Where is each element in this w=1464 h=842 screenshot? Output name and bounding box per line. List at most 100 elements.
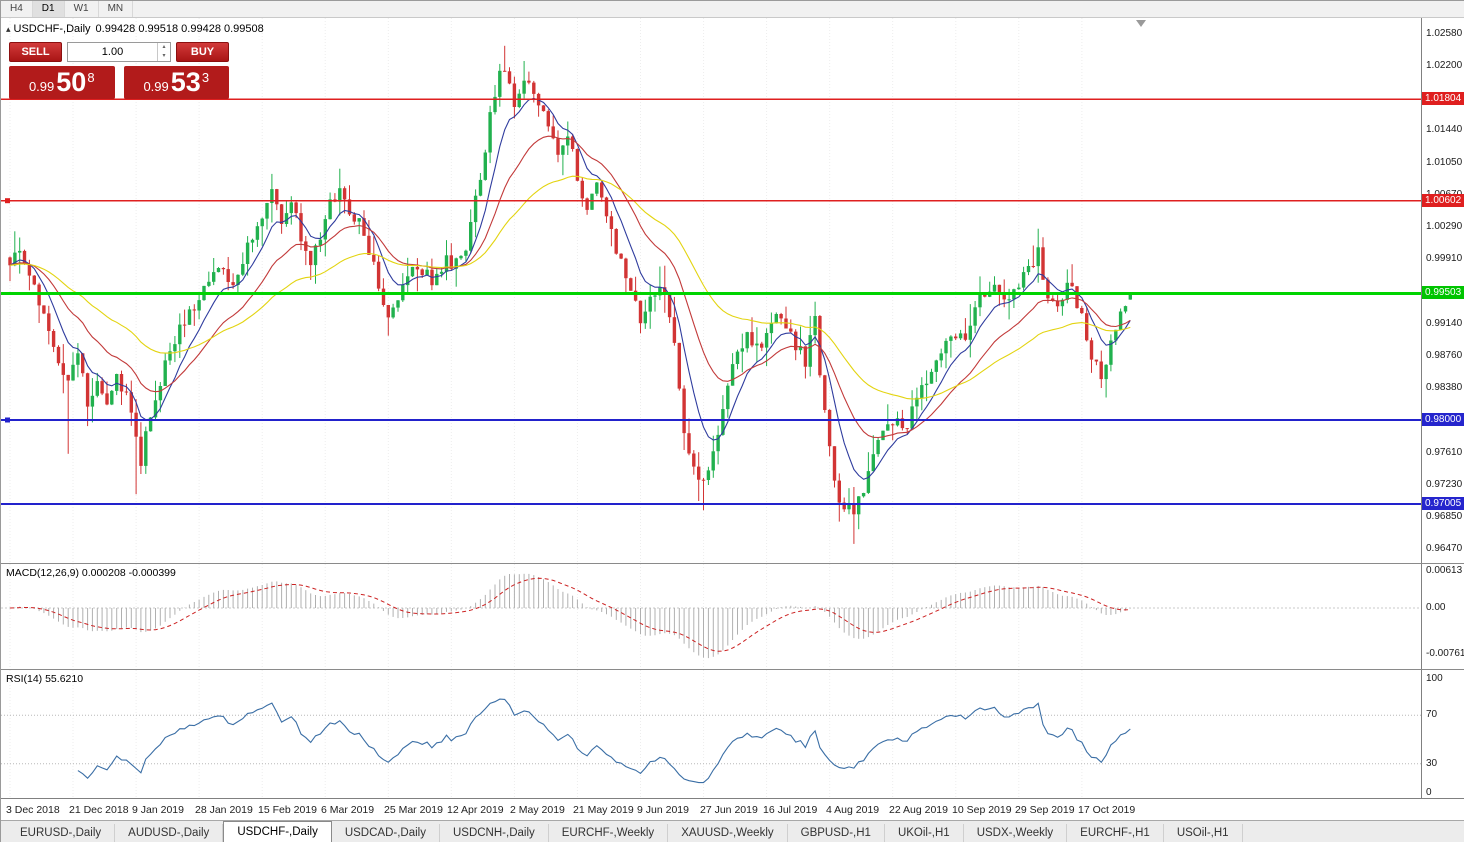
chart-tab-audusd-daily[interactable]: AUDUSD-,Daily <box>115 824 224 842</box>
chart-tab-usoil-h1[interactable]: USOil-,H1 <box>1164 824 1243 842</box>
rsi-tick: 70 <box>1426 709 1438 720</box>
main-price-chart-panel[interactable]: ▴ USDCHF-,Daily 0.99428 0.99518 0.99428 0.… <box>1 18 1464 563</box>
horizontal-levels-layer <box>1 98 1421 505</box>
macd-label: MACD(12,26,9) 0.000208 -0.000399 <box>6 567 176 579</box>
bid-price-big: 50 <box>56 67 87 97</box>
volume-up-icon[interactable]: ▴ <box>162 44 166 50</box>
chart-tab-ukoil-h1[interactable]: UKOil-,H1 <box>885 824 964 842</box>
buy-button[interactable]: BUY <box>176 42 229 62</box>
sell-button[interactable]: SELL <box>9 42 62 62</box>
macd-signal-layer <box>9 577 1131 652</box>
volume-down-icon[interactable]: ▾ <box>162 53 166 59</box>
price-tick: 0.97610 <box>1426 447 1463 458</box>
quote-row: 0.99 50 8 0.99 53 3 <box>9 66 229 99</box>
price-tick: 0.99140 <box>1426 318 1463 329</box>
date-tick: 29 Sep 2019 <box>1015 804 1075 816</box>
price-tick: 1.02200 <box>1426 60 1463 71</box>
date-tick: 10 Sep 2019 <box>952 804 1012 816</box>
rsi-label: RSI(14) 55.6210 <box>6 673 84 685</box>
chart-tab-eurchf-h1[interactable]: EURCHF-,H1 <box>1067 824 1164 842</box>
price-tick: 0.97230 <box>1426 479 1463 490</box>
chart-tab-xauusd-weekly[interactable]: XAUUSD-,Weekly <box>668 824 788 842</box>
date-tick: 27 Jun 2019 <box>700 804 758 816</box>
price-level-badge: 0.98000 <box>1422 413 1464 426</box>
time-axis[interactable]: 3 Dec 2018 21 Dec 2018 9 Jan 2019 28 Jan 20… <box>1 798 1464 820</box>
bid-price-pip: 8 <box>87 70 95 85</box>
collapse-trade-panel-icon[interactable]: ▴ <box>6 24 11 34</box>
timeframe-button-h4[interactable]: H4 <box>1 1 33 17</box>
date-tick: 12 Apr 2019 <box>447 804 504 816</box>
volume-value[interactable]: 1.00 <box>101 46 124 58</box>
trade-buttons-row: SELL 1.00 ▴ ▾ BUY <box>9 42 229 62</box>
chart-tabs-bar: EURUSD-,Daily AUDUSD-,Daily USDCHF-,Daily U… <box>1 820 1464 842</box>
macd-histogram-layer <box>14 573 1131 659</box>
macd-tick: 0.00 <box>1426 602 1446 613</box>
grid-layer <box>1 670 1421 798</box>
rsi-axis: 100 70 30 0 <box>1421 670 1464 798</box>
ask-price-pip: 3 <box>201 70 210 85</box>
date-tick: 16 Jul 2019 <box>763 804 818 816</box>
date-tick: 15 Feb 2019 <box>258 804 317 816</box>
chart-tab-usdcnh-daily[interactable]: USDCNH-,Daily <box>440 824 549 842</box>
macd-tick: -0.00761 <box>1426 648 1464 659</box>
rsi-tick: 100 <box>1426 673 1443 684</box>
price-tick: 0.96850 <box>1426 511 1463 522</box>
timeframe-button-mn[interactable]: MN <box>99 1 134 17</box>
one-click-trading-panel: SELL 1.00 ▴ ▾ BUY 0.99 50 8 0.99 53 3 <box>9 42 229 99</box>
price-tick: 0.98760 <box>1426 350 1463 361</box>
date-tick: 17 Oct 2019 <box>1078 804 1136 816</box>
date-tick: 22 Aug 2019 <box>889 804 948 816</box>
price-tick: 1.01440 <box>1426 124 1463 135</box>
chart-tab-gbpusd-h1[interactable]: GBPUSD-,H1 <box>788 824 885 842</box>
ask-price-box[interactable]: 0.99 53 3 <box>123 66 229 99</box>
date-tick: 25 Mar 2019 <box>384 804 443 816</box>
chart-tab-eurusd-daily[interactable]: EURUSD-,Daily <box>7 824 116 842</box>
ask-price-big: 53 <box>170 67 201 97</box>
price-tick: 0.96470 <box>1426 543 1463 554</box>
chart-shift-marker <box>1136 20 1146 27</box>
panel-divider[interactable] <box>1 669 1464 670</box>
chart-tab-usdcad-daily[interactable]: USDCAD-,Daily <box>332 824 440 842</box>
panel-divider[interactable] <box>1 563 1464 564</box>
date-tick: 2 May 2019 <box>510 804 565 816</box>
date-tick: 21 Dec 2018 <box>69 804 129 816</box>
candlestick-chart[interactable] <box>1 18 1421 563</box>
timeframe-button-d1[interactable]: D1 <box>32 1 65 17</box>
symbol-timeframe-label: USDCHF-,Daily <box>13 23 91 35</box>
macd-panel[interactable]: MACD(12,26,9) 0.000208 -0.000399 0.00613… <box>1 564 1464 669</box>
rsi-panel[interactable]: RSI(14) 55.6210 100 70 30 0 <box>1 670 1464 798</box>
price-level-badge: 0.97005 <box>1422 497 1464 510</box>
timeframe-toolbar: H4 D1 W1 MN <box>1 1 1464 18</box>
bid-price-box[interactable]: 0.99 50 8 <box>9 66 115 99</box>
price-tick: 1.00290 <box>1426 221 1463 232</box>
volume-spinner[interactable]: ▴ ▾ <box>157 43 170 61</box>
ohlc-values: 0.99428 0.99518 0.99428 0.99508 <box>95 23 264 35</box>
moving-averages-layer <box>9 97 1131 480</box>
macd-indicator-chart <box>1 564 1421 669</box>
ask-price-small: 0.99 <box>143 79 169 94</box>
grid-layer <box>1 564 1421 669</box>
chart-title: ▴ USDCHF-,Daily 0.99428 0.99518 0.99428 0.… <box>6 23 264 35</box>
bid-price-small: 0.99 <box>28 79 55 94</box>
rsi-indicator-chart <box>1 670 1421 798</box>
rsi-tick: 30 <box>1426 758 1438 769</box>
price-level-badge: 1.01804 <box>1422 92 1464 105</box>
price-level-badge: 1.00602 <box>1422 194 1464 207</box>
chart-tab-usdx-weekly[interactable]: USDX-,Weekly <box>964 824 1068 842</box>
macd-tick: 0.00613 <box>1426 565 1463 576</box>
chart-tab-usdchf-daily[interactable]: USDCHF-,Daily <box>223 821 332 842</box>
date-tick: 4 Aug 2019 <box>826 804 880 816</box>
price-tick: 1.01050 <box>1426 157 1463 168</box>
macd-axis: 0.00613 0.00 -0.00761 <box>1421 564 1464 669</box>
price-axis[interactable]: 1.025801.022001.014401.010501.006701.002… <box>1421 18 1464 563</box>
price-tick: 1.02580 <box>1426 28 1463 39</box>
grid-layer <box>9 18 1083 563</box>
timeframe-button-w1[interactable]: W1 <box>65 1 99 17</box>
date-tick: 28 Jan 2019 <box>195 804 253 816</box>
date-tick: 3 Dec 2018 <box>6 804 60 816</box>
chart-tab-eurchf-weekly[interactable]: EURCHF-,Weekly <box>549 824 669 842</box>
price-tick: 0.99910 <box>1426 253 1463 264</box>
rsi-tick: 0 <box>1426 787 1432 798</box>
volume-input[interactable]: 1.00 ▴ ▾ <box>67 42 171 62</box>
